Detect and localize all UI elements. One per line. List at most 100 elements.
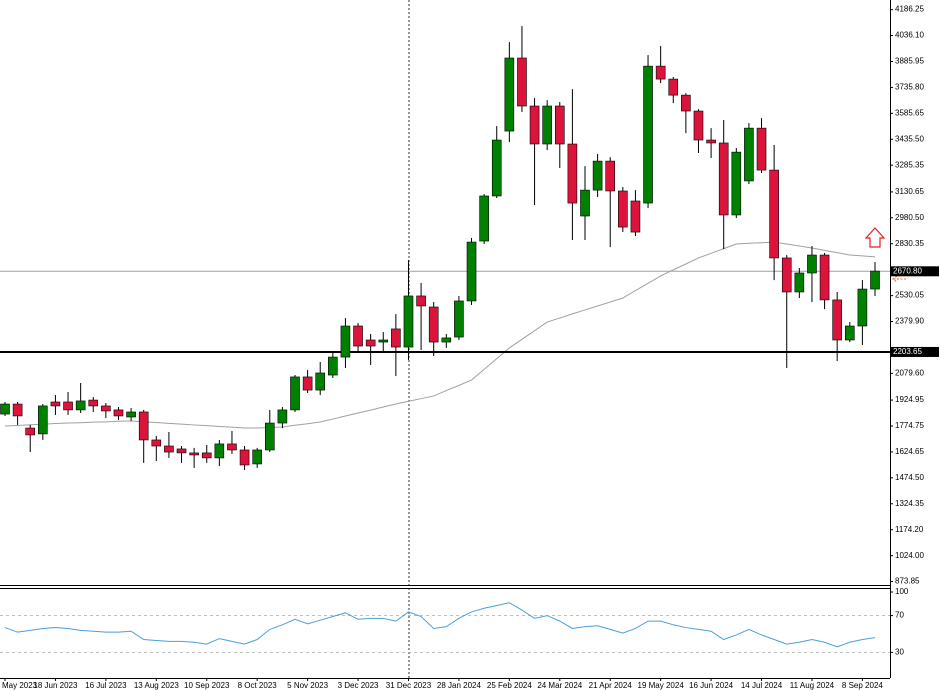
candle-body xyxy=(706,139,716,144)
candle-body xyxy=(554,105,565,145)
x-tick-label: 11 Aug 2024 xyxy=(790,681,835,690)
candle-body xyxy=(340,325,351,358)
y-tick-label: 4036.10 xyxy=(895,31,924,40)
x-tick-label: 21 Apr 2024 xyxy=(589,681,633,690)
x-tick-label: 25 Feb 2024 xyxy=(487,681,532,690)
candle-body xyxy=(113,409,124,417)
candle-body xyxy=(441,337,452,343)
x-tick-label: 3 Dec 2023 xyxy=(338,681,379,690)
price-pointer-icon xyxy=(892,275,906,283)
candle-body xyxy=(302,376,313,391)
y-tick-label: 70 xyxy=(895,611,904,620)
candle-body xyxy=(491,139,502,197)
candle-body xyxy=(214,443,225,459)
candle-body xyxy=(239,449,250,466)
x-tick-label: 24 Mar 2024 xyxy=(537,681,582,690)
x-tick-label: 19 May 2024 xyxy=(638,681,685,690)
candle-body xyxy=(101,405,111,412)
candle-body xyxy=(819,254,830,301)
candle-body xyxy=(504,57,515,132)
up-arrow-icon xyxy=(864,227,886,248)
candle-body xyxy=(63,401,73,411)
candle-body xyxy=(580,189,590,217)
x-tick-label: 16 Jul 2023 xyxy=(85,681,127,690)
y-tick-label: 1924.95 xyxy=(895,395,924,404)
candle-body xyxy=(416,295,426,307)
candle-body xyxy=(870,270,880,290)
candle-body xyxy=(542,105,552,145)
x-tick-label: 28 Jan 2024 xyxy=(437,681,482,690)
x-tick-label: 18 Jun 2023 xyxy=(33,681,78,690)
x-tick-label: 10 Sep 2023 xyxy=(184,681,230,690)
candle-body xyxy=(781,257,792,293)
candle-body xyxy=(681,94,691,112)
candle-body xyxy=(88,399,99,407)
candle-body xyxy=(643,65,653,204)
x-tick-label: May 2023 xyxy=(2,681,38,690)
candle-body xyxy=(454,300,464,338)
candle-body xyxy=(151,439,162,447)
candle-body xyxy=(718,142,729,216)
y-tick-label: 1774.75 xyxy=(895,421,924,430)
x-tick-label: 8 Oct 2023 xyxy=(238,681,278,690)
candle-body xyxy=(857,288,868,327)
candle-body xyxy=(668,78,679,96)
candle-body xyxy=(794,272,805,293)
level-label: 2670.80 xyxy=(893,266,922,275)
candle-body xyxy=(466,241,477,302)
candle-body xyxy=(126,411,136,418)
moving-average-line xyxy=(4,241,876,429)
y-tick-label: 3435.50 xyxy=(895,134,924,143)
candle-body xyxy=(391,328,401,348)
y-tick-label: 3130.65 xyxy=(895,187,924,196)
candle-body xyxy=(693,110,704,141)
candle-body xyxy=(12,403,23,417)
y-tick-label: 1624.65 xyxy=(895,447,924,456)
level-label-box xyxy=(891,346,939,357)
candle-body xyxy=(618,190,628,228)
level-label: 2203.65 xyxy=(893,347,922,356)
candle-body xyxy=(378,339,389,343)
candle-body xyxy=(428,306,439,343)
candle-body xyxy=(50,401,61,407)
x-tick-label: 13 Aug 2023 xyxy=(134,681,179,690)
candle-body xyxy=(328,356,338,376)
candle-body xyxy=(164,445,174,453)
candle-body xyxy=(832,299,842,341)
candle-body xyxy=(227,443,237,451)
candle-body xyxy=(189,452,199,456)
oscillator-panel: 100 70 30 xyxy=(0,587,909,657)
candle-body xyxy=(290,376,300,411)
candle-body xyxy=(807,254,817,274)
candle-body xyxy=(75,400,86,411)
candle-body xyxy=(0,403,10,415)
candle-body xyxy=(38,405,48,435)
candle-body xyxy=(25,427,36,436)
candle-body xyxy=(769,169,779,259)
candle-body xyxy=(655,65,666,80)
candle-body xyxy=(365,339,376,347)
candle-body xyxy=(201,452,212,459)
candle-body xyxy=(315,372,326,391)
y-tick-label: 2379.90 xyxy=(895,317,924,326)
candle-body xyxy=(605,160,616,192)
candle-body xyxy=(176,448,187,454)
candle-body xyxy=(479,195,489,242)
price-panel: 4186.25 4036.10 3885.95 3735.80 3585.65 3435.… xyxy=(0,5,939,586)
y-tick-label: 3285.35 xyxy=(895,160,924,169)
x-tick-label: 14 Jul 2024 xyxy=(741,681,783,690)
y-tick-label: 1024.00 xyxy=(895,551,924,560)
candle-body xyxy=(264,422,275,451)
candle-body xyxy=(744,127,754,182)
candle-body xyxy=(630,200,641,233)
oscillator-line xyxy=(4,602,876,648)
candle-body xyxy=(403,295,414,348)
y-tick-label: 4186.25 xyxy=(895,5,924,14)
candle-body xyxy=(567,143,578,204)
level-label-box xyxy=(891,266,939,277)
y-tick-label: 2980.50 xyxy=(895,213,924,222)
y-tick-label: 100 xyxy=(895,587,909,596)
y-tick-label: 2530.05 xyxy=(895,291,924,300)
candle-body xyxy=(529,105,540,145)
